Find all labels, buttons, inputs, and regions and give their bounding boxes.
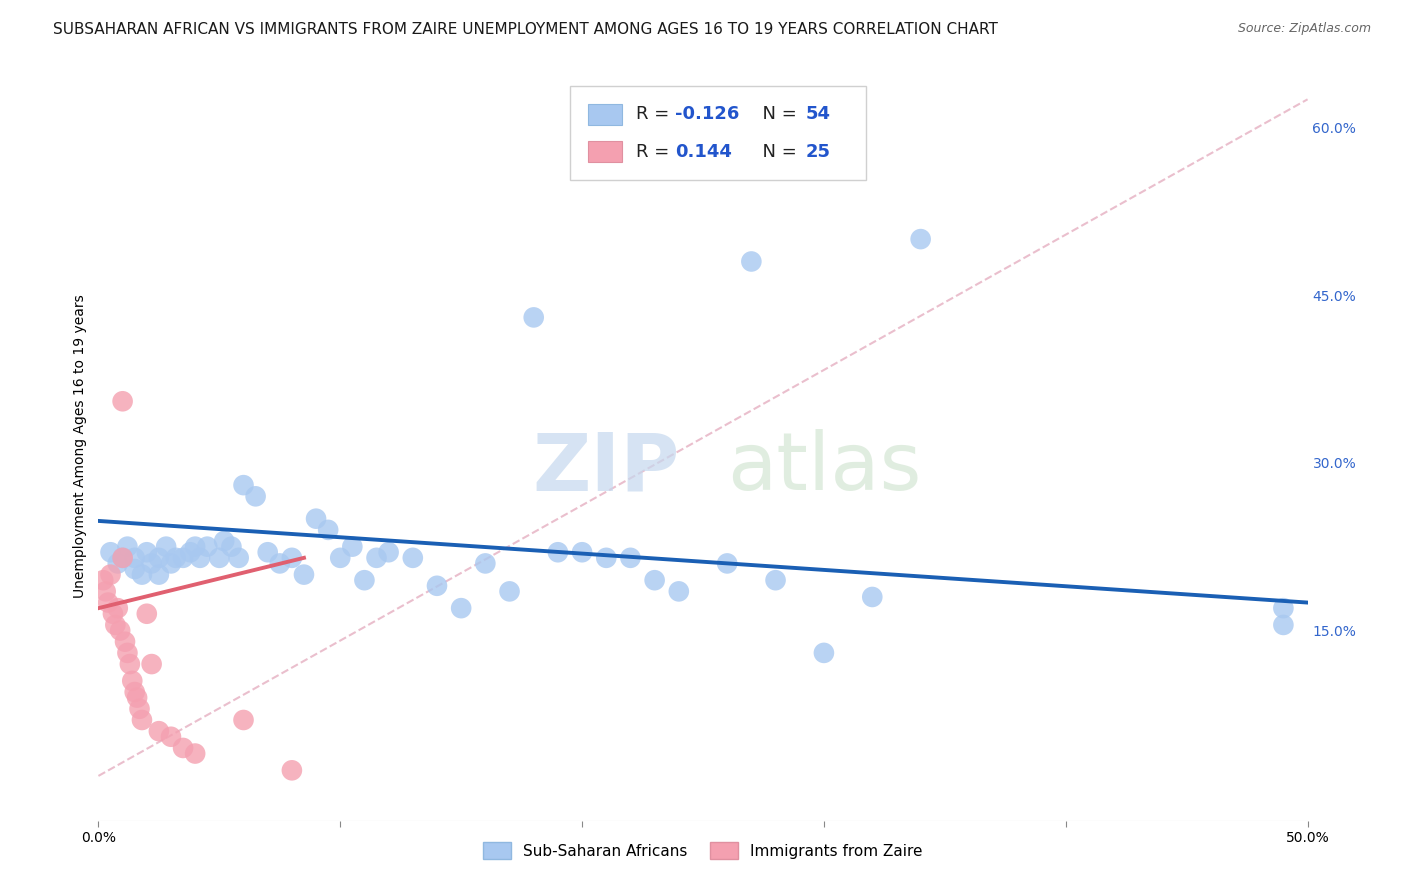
Point: [124, 550, 146, 565]
Point: [104, 618, 127, 632]
Point: [160, 557, 183, 571]
Point: [342, 540, 364, 554]
Point: [232, 713, 254, 727]
FancyBboxPatch shape: [588, 141, 621, 162]
Point: [131, 713, 153, 727]
Point: [148, 724, 170, 739]
Point: [100, 567, 122, 582]
Text: R =: R =: [637, 105, 675, 123]
Point: [402, 550, 425, 565]
Point: [740, 254, 762, 268]
Point: [281, 550, 304, 565]
Point: [353, 573, 375, 587]
Text: N =: N =: [751, 105, 803, 123]
Point: [366, 550, 388, 565]
Point: [426, 579, 449, 593]
Text: Source: ZipAtlas.com: Source: ZipAtlas.com: [1237, 22, 1371, 36]
Point: [281, 764, 304, 778]
Point: [474, 557, 496, 571]
Text: 54: 54: [806, 105, 831, 123]
Point: [329, 550, 352, 565]
Point: [212, 534, 235, 549]
Point: [141, 557, 163, 571]
Point: [716, 557, 738, 571]
Point: [121, 673, 143, 688]
Point: [195, 540, 218, 554]
Point: [184, 540, 207, 554]
Point: [118, 657, 141, 671]
Text: atlas: atlas: [727, 429, 921, 508]
Point: [644, 573, 666, 587]
Point: [1272, 601, 1295, 615]
Point: [316, 523, 339, 537]
Point: [114, 634, 136, 648]
Point: [1272, 618, 1295, 632]
Point: [668, 584, 690, 599]
Point: [108, 624, 131, 638]
Point: [305, 511, 328, 525]
Text: 25: 25: [806, 143, 831, 161]
Text: -0.126: -0.126: [675, 105, 740, 123]
Point: [135, 545, 157, 559]
Y-axis label: Unemployment Among Ages 16 to 19 years: Unemployment Among Ages 16 to 19 years: [73, 294, 87, 598]
Point: [619, 550, 641, 565]
Point: [269, 557, 291, 571]
Point: [111, 550, 134, 565]
Text: ZIP: ZIP: [533, 429, 681, 508]
Point: [221, 540, 243, 554]
Point: [813, 646, 835, 660]
Point: [377, 545, 399, 559]
Point: [107, 557, 129, 571]
Point: [208, 550, 231, 565]
Point: [595, 550, 617, 565]
Text: SUBSAHARAN AFRICAN VS IMMIGRANTS FROM ZAIRE UNEMPLOYMENT AMONG AGES 16 TO 19 YEA: SUBSAHARAN AFRICAN VS IMMIGRANTS FROM ZA…: [53, 22, 998, 37]
Point: [127, 690, 149, 705]
Text: R =: R =: [637, 143, 682, 161]
Point: [184, 747, 207, 761]
Point: [141, 657, 163, 671]
Point: [232, 478, 254, 492]
Point: [101, 607, 124, 621]
Point: [100, 545, 122, 559]
Point: [91, 573, 114, 587]
Point: [124, 685, 146, 699]
Point: [765, 573, 787, 587]
Point: [131, 567, 153, 582]
Point: [148, 550, 170, 565]
Point: [111, 550, 134, 565]
Text: 0.144: 0.144: [675, 143, 733, 161]
Point: [165, 550, 187, 565]
Point: [107, 601, 129, 615]
Point: [117, 540, 139, 554]
Point: [450, 601, 472, 615]
Point: [111, 394, 134, 409]
Point: [94, 584, 117, 599]
Point: [523, 310, 546, 325]
Point: [97, 596, 120, 610]
Legend: Sub-Saharan Africans, Immigrants from Zaire: Sub-Saharan Africans, Immigrants from Za…: [477, 836, 929, 865]
Text: N =: N =: [751, 143, 803, 161]
Point: [124, 562, 146, 576]
Point: [910, 232, 932, 246]
FancyBboxPatch shape: [569, 87, 866, 180]
Point: [188, 550, 211, 565]
Point: [160, 730, 183, 744]
Point: [117, 646, 139, 660]
Point: [256, 545, 278, 559]
Point: [155, 540, 177, 554]
Point: [547, 545, 569, 559]
Point: [860, 590, 883, 604]
Point: [179, 545, 201, 559]
Point: [498, 584, 520, 599]
Point: [172, 741, 194, 756]
FancyBboxPatch shape: [588, 103, 621, 125]
Point: [292, 567, 315, 582]
Point: [148, 567, 170, 582]
Point: [245, 489, 267, 503]
Point: [135, 607, 157, 621]
Point: [571, 545, 593, 559]
Point: [128, 702, 150, 716]
Point: [172, 550, 194, 565]
Point: [228, 550, 250, 565]
